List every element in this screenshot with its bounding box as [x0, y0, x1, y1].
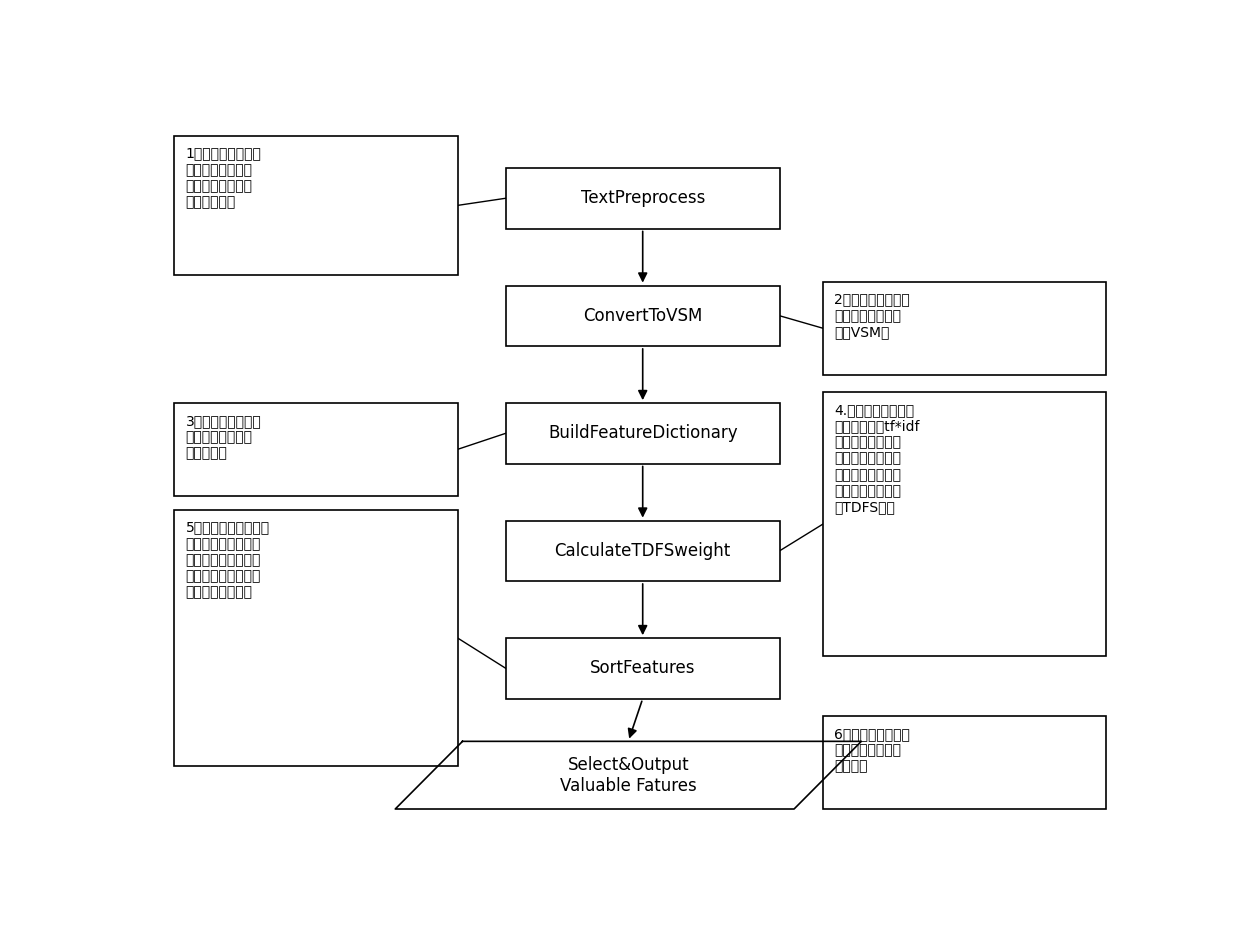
Polygon shape — [396, 741, 862, 809]
Bar — [174, 136, 458, 275]
Bar — [506, 638, 780, 698]
Text: CalculateTDFSweight: CalculateTDFSweight — [554, 542, 730, 560]
Bar — [506, 168, 780, 228]
Bar — [823, 716, 1106, 809]
Bar — [506, 521, 780, 581]
Bar — [506, 403, 780, 463]
Bar — [174, 510, 458, 766]
Text: 2．将整个文档集合
表示为空间向量模
型（VSM）: 2．将整个文档集合 表示为空间向量模 型（VSM） — [835, 292, 910, 339]
Text: 1．去除文档结构标
识，对每一篇文档
进行分词、去除停
用词、取词干: 1．去除文档结构标 识，对每一篇文档 进行分词、去除停 用词、取词干 — [186, 146, 262, 209]
Text: 3．从文档集合中抽
取所有特征词，构
造特征词典: 3．从文档集合中抽 取所有特征词，构 造特征词典 — [186, 413, 262, 460]
Text: 4.计算每个特征词在
每个类别中的tf*idf
值、类内离散度以
及整个文档集中的
类间离散度，最终
求和得到该特征词
的TDFS权重: 4.计算每个特征词在 每个类别中的tf*idf 值、类内离散度以 及整个文档集中… — [835, 403, 920, 514]
Text: BuildFeatureDictionary: BuildFeatureDictionary — [548, 425, 738, 442]
Text: 6．将筛选的特征项
输出以便应用于分
类算法中: 6．将筛选的特征项 输出以便应用于分 类算法中 — [835, 727, 910, 773]
Bar — [823, 392, 1106, 656]
Bar — [506, 286, 780, 346]
Text: 5．将全部特征词按照
其在整个文档集的权
重降序排列，进行特
征筛选时，优先保留
排位靠前的特征词: 5．将全部特征词按照 其在整个文档集的权 重降序排列，进行特 征筛选时，优先保留… — [186, 521, 270, 599]
Text: ConvertToVSM: ConvertToVSM — [583, 307, 702, 325]
Bar — [174, 403, 458, 496]
Text: SortFeatures: SortFeatures — [590, 660, 696, 677]
Text: TextPreprocess: TextPreprocess — [580, 190, 704, 207]
Bar — [823, 282, 1106, 375]
Text: Select&Output
Valuable Fatures: Select&Output Valuable Fatures — [560, 756, 697, 795]
